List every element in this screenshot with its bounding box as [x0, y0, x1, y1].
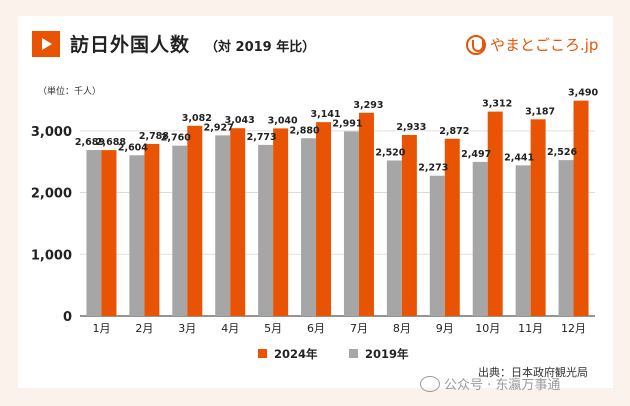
bar-2019 [558, 160, 574, 316]
data-label-2019: 2,441 [504, 152, 534, 163]
bar-2019 [343, 131, 359, 316]
x-tick-label: 4月 [221, 322, 239, 335]
data-label-2024: 3,043 [225, 115, 255, 126]
data-label-2024: 3,490 [568, 88, 598, 99]
wechat-icon [420, 375, 440, 392]
x-tick-label: 10月 [475, 322, 500, 335]
y-tick-label: 1,000 [31, 248, 72, 263]
data-label-2024: 3,082 [182, 113, 212, 124]
watermark: 公众号 · 东瀛万事通 [420, 374, 560, 393]
play-icon [32, 31, 60, 57]
data-label-2019: 2,604 [118, 142, 148, 153]
data-label-2019: 2,497 [461, 149, 491, 160]
data-label-2024: 2,688 [96, 137, 126, 148]
x-tick-label: 11月 [518, 322, 543, 335]
data-label-2019: 2,991 [332, 118, 362, 129]
bar-2019 [386, 160, 402, 316]
bar-2019 [515, 165, 531, 316]
data-label-2019: 2,773 [247, 132, 277, 143]
legend-label: 2019年 [365, 347, 409, 361]
data-label-2024: 3,040 [268, 115, 298, 126]
x-tick-label: 7月 [350, 322, 368, 335]
bar-2019 [258, 144, 274, 316]
data-label-2019: 2,526 [547, 147, 577, 158]
watermark-text: 公众号 · 东瀛万事通 [444, 378, 561, 393]
bar-2024 [444, 138, 460, 316]
data-label-2024: 3,187 [525, 106, 555, 117]
bar-2024 [187, 125, 203, 316]
bar-2024 [487, 111, 503, 316]
bar-2019 [472, 161, 488, 316]
logo-icon [466, 34, 486, 55]
data-label-2019: 2,273 [418, 163, 448, 174]
x-tick-label: 6月 [307, 322, 325, 335]
bar-2019 [86, 150, 102, 316]
brand-logo: やまとごころ.jp [466, 34, 598, 55]
data-label-2024: 2,788 [139, 131, 169, 142]
bar-2019 [429, 175, 445, 316]
bar-2024 [101, 150, 117, 316]
chart-title: 訪日外国人数 [70, 34, 191, 56]
data-label-2024: 3,141 [311, 109, 341, 120]
bar-2024 [230, 128, 246, 316]
data-label-2024: 2,872 [439, 126, 469, 137]
data-label-2019: 2,520 [375, 147, 405, 158]
source-note: 出典：日本政府観光局 [478, 366, 588, 379]
x-tick-label: 5月 [264, 322, 282, 335]
bar-2024 [273, 128, 289, 316]
x-tick-label: 9月 [436, 322, 454, 335]
data-label-2019: 2,880 [290, 125, 320, 136]
data-label-2024: 2,933 [396, 122, 426, 133]
y-tick-label: 3,000 [31, 125, 72, 140]
data-label-2024: 3,293 [353, 100, 383, 111]
data-label-2024: 3,312 [482, 99, 512, 110]
bar-2024 [316, 122, 332, 316]
bar-2024 [358, 112, 374, 316]
chart-subtitle: （対 2019 年比） [205, 40, 316, 55]
logo-text: やまとごころ.jp [490, 36, 599, 54]
data-label-2019: 2,689 [75, 137, 105, 148]
data-label-2019: 2,927 [204, 122, 234, 133]
x-tick-label: 2月 [135, 322, 153, 335]
bar-2024 [573, 100, 589, 316]
bar-2019 [215, 135, 231, 316]
bar-2024 [530, 119, 546, 316]
legend-label: 2024年 [274, 347, 318, 361]
legend-swatch [349, 349, 358, 358]
bar-2019 [172, 145, 188, 316]
bar-2024 [144, 143, 160, 316]
y-tick-label: 0 [63, 310, 72, 325]
x-tick-label: 12月 [561, 322, 586, 335]
x-tick-label: 3月 [178, 322, 196, 335]
legend-swatch [258, 349, 267, 358]
y-tick-label: 2,000 [31, 187, 72, 202]
bar-2019 [129, 155, 145, 316]
data-label-2019: 2,760 [161, 133, 191, 144]
x-tick-label: 8月 [393, 322, 411, 335]
x-tick-label: 1月 [92, 322, 110, 335]
bar-2019 [301, 138, 317, 316]
bar-2024 [401, 134, 417, 316]
unit-label: （単位：千人） [38, 87, 102, 97]
